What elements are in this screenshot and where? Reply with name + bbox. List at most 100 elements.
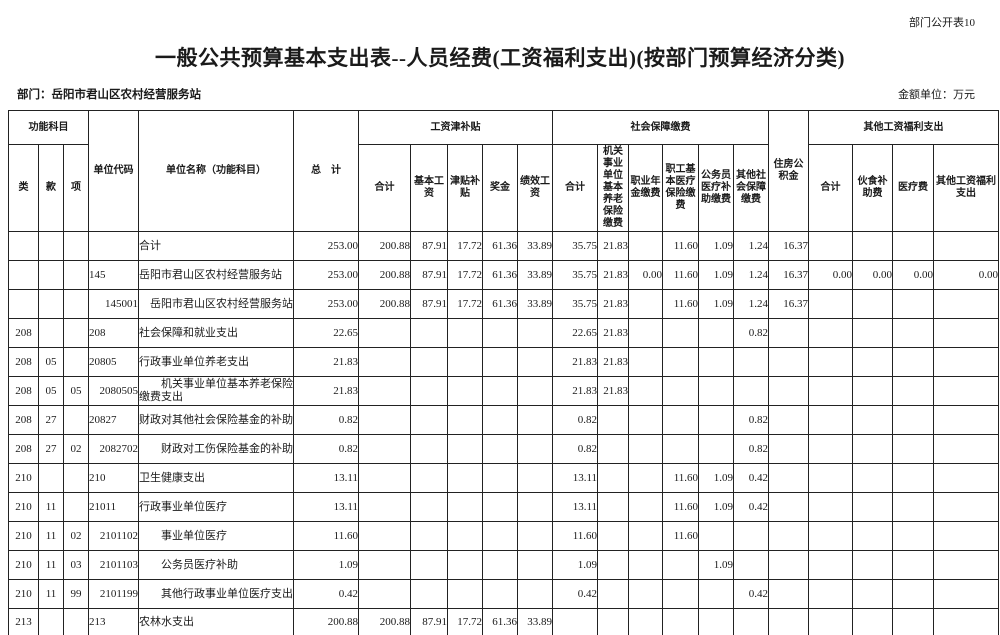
cell-value [482,318,519,348]
cell-value [517,550,554,580]
cell-lei: 210 [8,463,39,493]
cell-value [808,289,854,319]
table-row: 208 27 02 2082702 财政对工伤保险基金的补助 0.82 0.82 0.82 [8,434,1000,464]
cell-value [447,463,484,493]
cell-value: 16.37 [768,260,810,290]
table-row: 208 05 20805 行政事业单位养老支出 21.83 21.83 21.83 [8,347,1000,377]
cell-value: 253.00 [293,260,360,290]
cell-kuan: 05 [38,347,64,377]
cell-xiang [62,289,90,319]
cell-value [358,318,412,348]
cell-value [628,550,664,580]
cell-unit-code: 145 [88,260,140,290]
cell-value [852,347,894,377]
cell-value: 16.37 [768,289,810,319]
cell-unit-name: 机关事业单位基本养老保险缴费支出 [138,376,295,406]
cell-value: 22.65 [293,318,360,348]
cell-value [358,463,412,493]
cell-value: 11.60 [662,492,700,522]
cell-lei: 210 [8,521,39,551]
cell-value: 200.88 [358,289,412,319]
cell-value [628,231,664,261]
cell-value [358,579,412,609]
cell-value [447,347,484,377]
cell-value [628,376,664,406]
cell-value [628,521,664,551]
cell-value: 0.42 [733,579,770,609]
cell-value [517,463,554,493]
header-function-group: 功能科目 [7,110,90,145]
cell-value [808,608,854,635]
cell-lei: 210 [8,579,39,609]
cell-unit-name: 卫生健康支出 [138,463,295,493]
cell-value [698,347,735,377]
cell-value [628,463,664,493]
cell-value: 11.60 [662,463,700,493]
cell-value: 16.37 [768,231,810,261]
header-allowance: 津贴补贴 [447,144,484,232]
cell-value: 87.91 [410,608,449,635]
cell-unit-code: 145001 [88,289,140,319]
cell-value: 33.89 [517,289,554,319]
cell-value: 1.24 [733,231,770,261]
cell-value [517,579,554,609]
header-other-group: 其他工资福利支出 [808,110,1000,145]
cell-value: 61.36 [482,260,519,290]
header-other-total: 合计 [808,144,854,232]
cell-value [517,405,554,435]
cell-value [733,521,770,551]
cell-value [933,550,1000,580]
header-medical-fee: 医疗费 [892,144,935,232]
cell-lei: 208 [8,434,39,464]
cell-kuan: 05 [38,376,64,406]
cell-kuan [38,608,64,635]
cell-lei [8,289,39,319]
cell-value [808,405,854,435]
cell-value [698,521,735,551]
cell-value [482,347,519,377]
cell-value: 0.82 [733,405,770,435]
cell-unit-code: 20827 [88,405,140,435]
cell-kuan: 11 [38,579,64,609]
cell-value: 13.11 [293,463,360,493]
cell-value [628,405,664,435]
cell-lei [8,260,39,290]
cell-value [597,608,630,635]
cell-value: 21.83 [597,289,630,319]
cell-xiang [62,231,90,261]
header-civil-servant-medical: 公务员医疗补助缴费 [698,144,735,232]
cell-value [447,405,484,435]
table-row: 210 11 99 2101199 其他行政事业单位医疗支出 0.42 0.42 0.42 [8,579,1000,609]
cell-value [808,434,854,464]
cell-value: 0.82 [293,405,360,435]
cell-kuan: 11 [38,550,64,580]
cell-xiang [62,347,90,377]
cell-kuan [38,231,64,261]
cell-value: 0.82 [733,434,770,464]
header-unit-name: 单位名称（功能科目） [138,110,295,232]
cell-value: 11.60 [662,260,700,290]
cell-value: 87.91 [410,260,449,290]
cell-value [552,608,599,635]
cell-value: 200.88 [358,608,412,635]
cell-value: 0.00 [852,260,894,290]
cell-unit-name: 行政事业单位养老支出 [138,347,295,377]
cell-value: 21.83 [597,231,630,261]
cell-value: 0.42 [293,579,360,609]
header-other-welfare: 其他工资福利支出 [933,144,1000,232]
cell-value [517,376,554,406]
cell-lei: 208 [8,376,39,406]
cell-kuan: 27 [38,405,64,435]
cell-xiang: 99 [62,579,90,609]
cell-value [358,347,412,377]
header-social-total: 合计 [552,144,599,232]
cell-value: 1.24 [733,260,770,290]
cell-value [410,318,449,348]
cell-value [662,550,700,580]
cell-value [358,434,412,464]
cell-value: 1.09 [698,463,735,493]
cell-value: 21.83 [597,260,630,290]
cell-value [628,579,664,609]
cell-value [662,347,700,377]
cell-value [482,376,519,406]
